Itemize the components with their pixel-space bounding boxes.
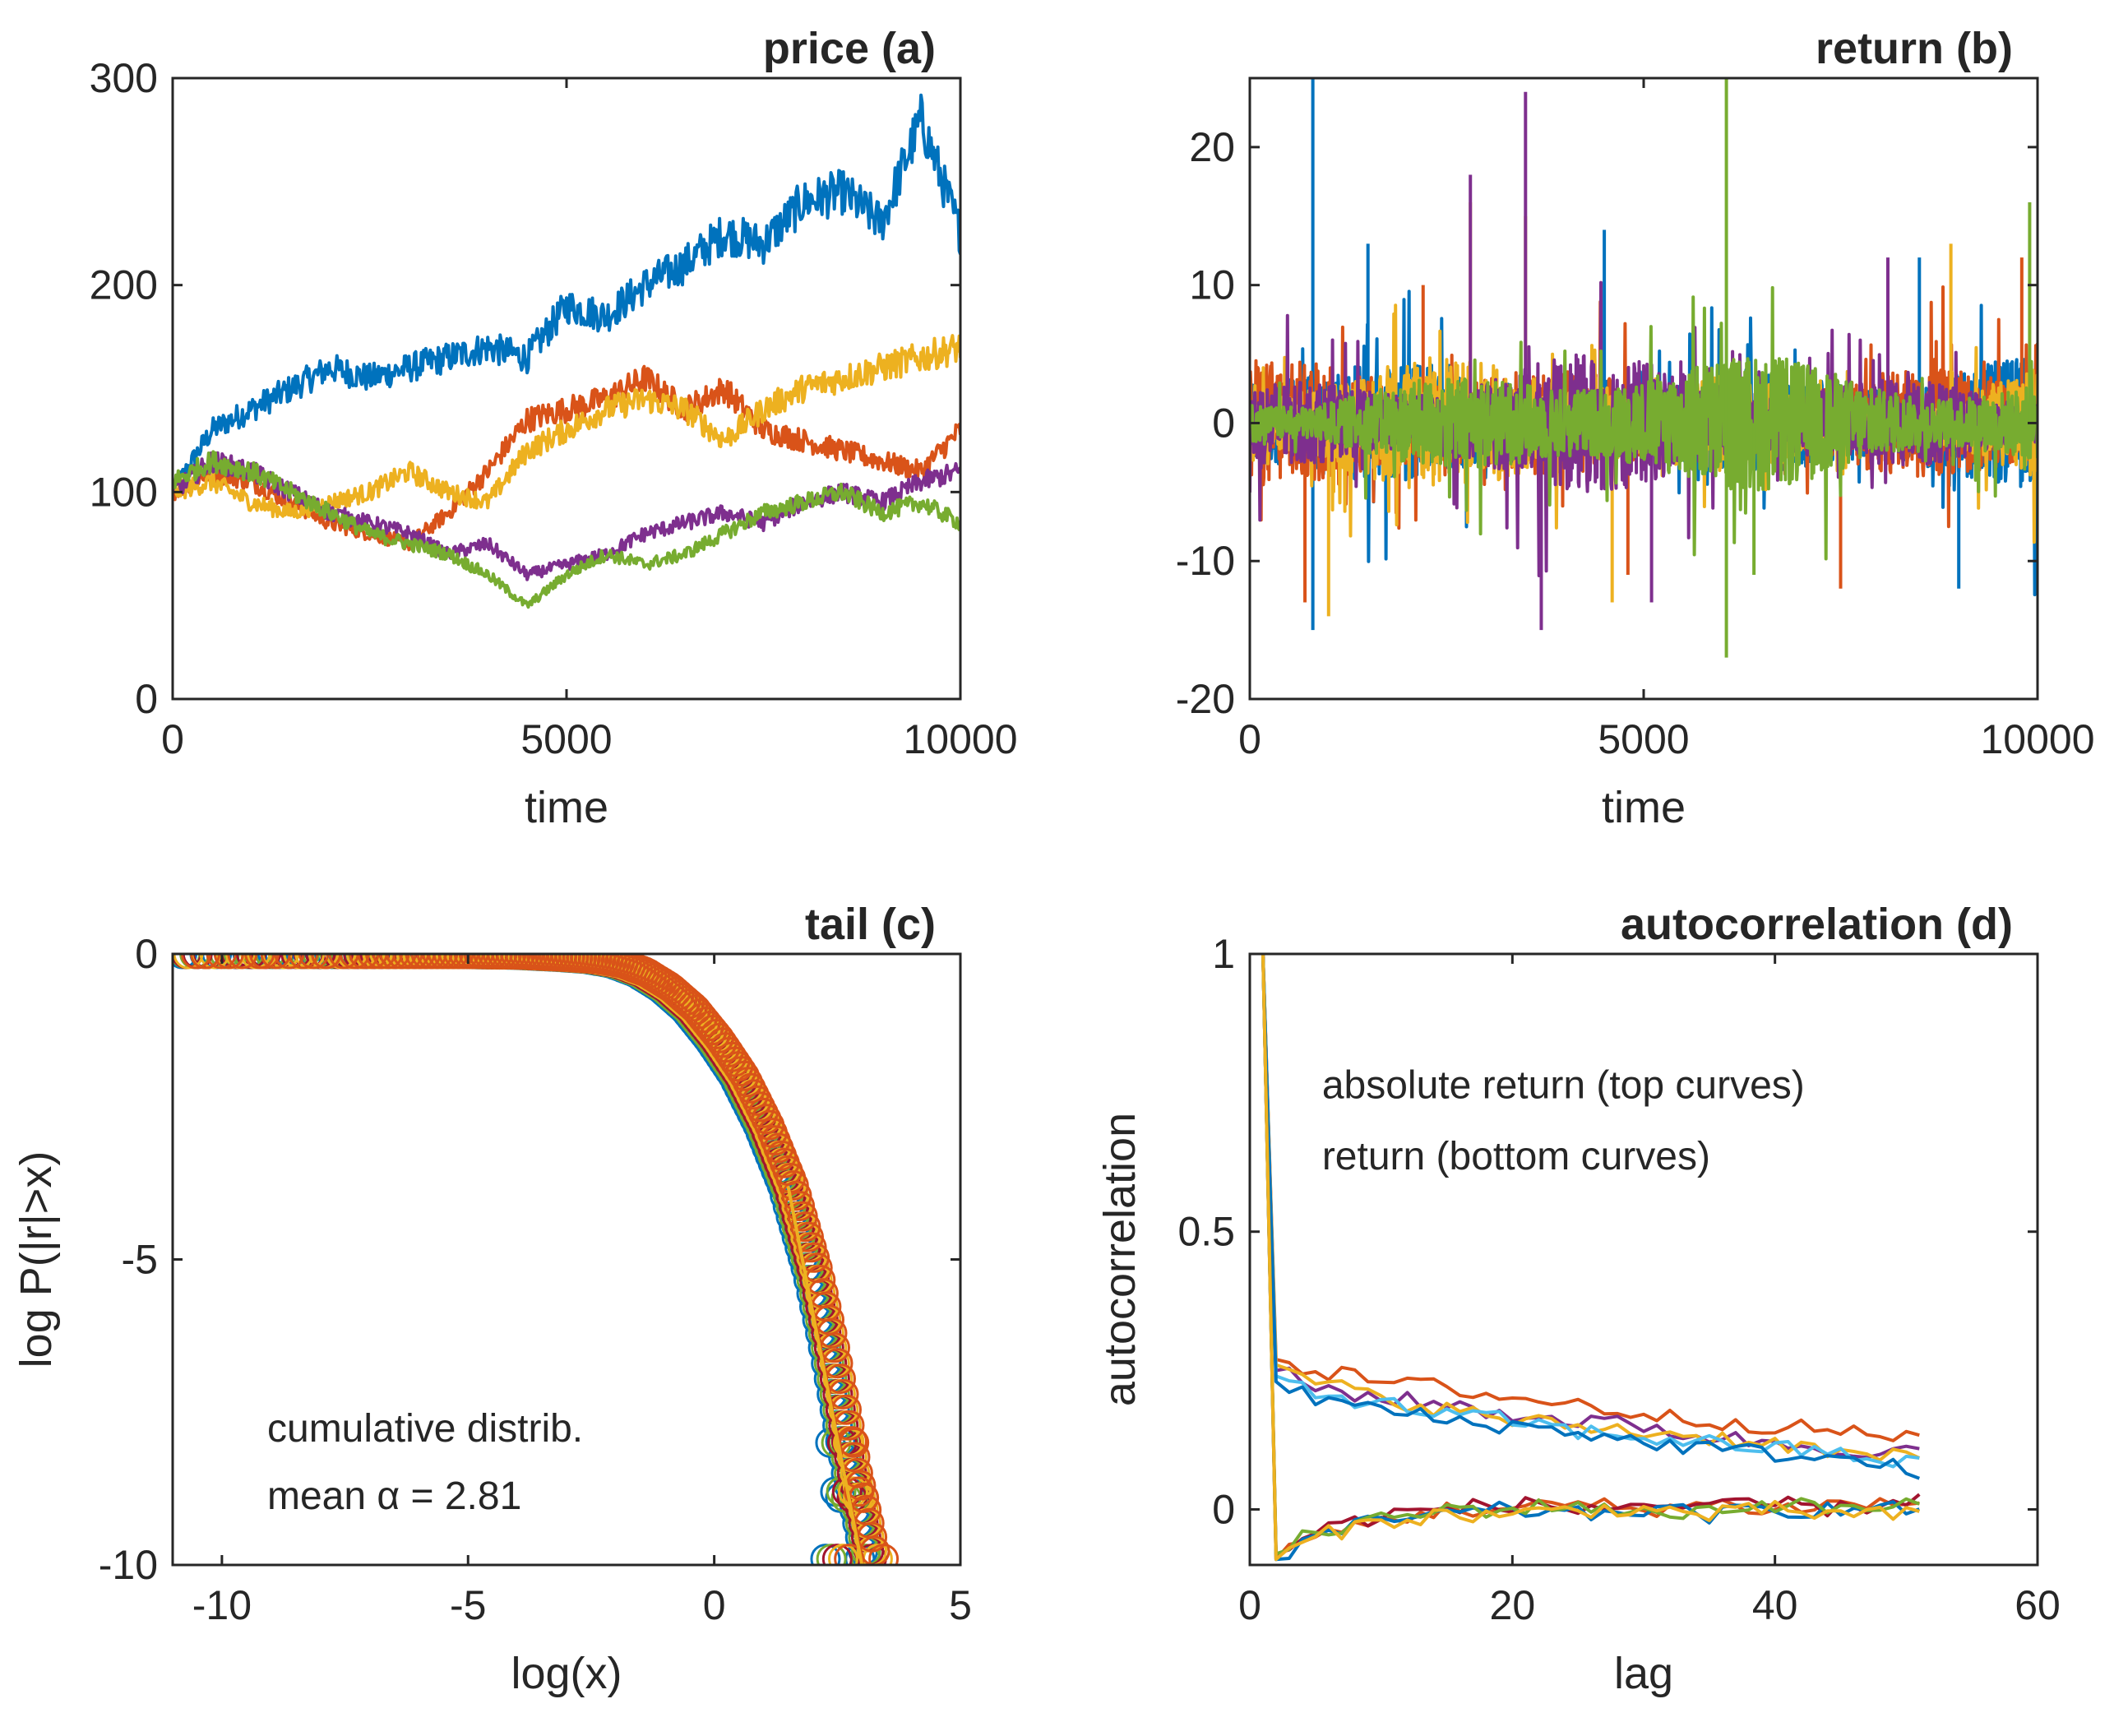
tail-marker (173, 954, 204, 970)
acf-line-9 (1261, 954, 1921, 1556)
x-axis-label-a: time (525, 783, 608, 832)
tail-marker (868, 1544, 900, 1565)
x-tick-label: 0 (161, 716, 184, 762)
panel-title-b: return (b) (1816, 24, 2013, 73)
x-axis-label-d: lag (1614, 1649, 1673, 1698)
x-tick-label: -10 (192, 1582, 252, 1628)
y-axis-label-d: autocorrelation (1095, 1113, 1145, 1406)
axes-box-d (1248, 952, 2039, 1567)
acf-line-1 (1261, 954, 1920, 1442)
x-tick-label: 10000 (903, 716, 1017, 762)
tail-marker (260, 954, 291, 970)
tail-marker (227, 954, 258, 970)
tail-marker (199, 954, 230, 970)
y-tick-label: 0.5 (1177, 1209, 1235, 1255)
x-tick-label: 20 (1490, 1582, 1536, 1628)
tail-annotation: cumulative distrib. mean α = 2.81 (267, 1407, 583, 1518)
y-tick-label: 300 (90, 55, 158, 101)
y-tick-label: 0 (135, 931, 158, 977)
x-axis-label-b: time (1602, 783, 1686, 832)
tail-marker (816, 1544, 847, 1565)
tail-marker (249, 954, 280, 970)
x-tick-label: 0 (703, 1582, 726, 1628)
tail-marker (288, 954, 319, 970)
panel-d: absolute return (top curves) return (bott… (1095, 900, 2061, 1698)
x-tick-label: -5 (450, 1582, 486, 1628)
acf-line-6 (1261, 954, 1920, 1562)
panel-a: 0 5000 10000 0 100 200 300 price (a) time (90, 24, 1018, 832)
y-tick-label: 0 (1212, 400, 1235, 446)
tail-marker (379, 954, 410, 970)
price-line-5 (173, 450, 960, 609)
plot-area-d (1261, 954, 1921, 1562)
tail-marker (190, 954, 221, 970)
y-tick-label: 10 (1189, 262, 1235, 308)
tail-marker (213, 954, 244, 970)
tail-marker (392, 954, 423, 970)
x-tick-label: 5000 (520, 716, 612, 762)
tail-marker (181, 954, 211, 970)
tail-marker (206, 954, 237, 970)
tail-marker (834, 1544, 865, 1565)
panel-title-c: tail (c) (805, 900, 936, 949)
return-line-5 (1250, 285, 2038, 561)
tail-marker (399, 954, 430, 970)
x-axis-label-c: log(x) (511, 1649, 622, 1698)
tail-marker (328, 954, 359, 970)
tail-marker (298, 954, 329, 970)
annotation-line-2: return (bottom curves) (1322, 1135, 1710, 1178)
acf-annotation: absolute return (top curves) return (bott… (1322, 1064, 1805, 1178)
y-tick-label: 100 (90, 469, 158, 515)
price-line-1 (173, 93, 960, 496)
x-tick-label: 0 (1238, 716, 1261, 762)
x-tick-label: 10000 (1980, 716, 2094, 762)
y-axis-label-c: log P(|r|>x) (12, 1151, 61, 1368)
acf-line-7 (1261, 954, 1921, 1556)
tail-marker (844, 1476, 875, 1507)
tail-fit-line (786, 1185, 864, 1565)
y-tick-label: -10 (99, 1542, 158, 1588)
panel-b: 0 5000 10000 -20 -10 0 10 20 return (b) time (1176, 24, 2095, 832)
x-tick-label: 40 (1752, 1582, 1798, 1628)
y-tick-label: -5 (122, 1237, 158, 1283)
x-tick-label: 60 (2015, 1582, 2061, 1628)
annotation-line-1: absolute return (top curves) (1322, 1064, 1805, 1108)
x-tick-label: 5000 (1598, 716, 1689, 762)
tail-marker (274, 954, 305, 970)
tail-marker (339, 954, 370, 970)
y-tick-label: -20 (1176, 676, 1235, 722)
y-tick-label: 0 (1212, 1486, 1235, 1532)
x-tick-label: 5 (949, 1582, 972, 1628)
plot-area-a (173, 93, 960, 609)
tail-marker (751, 1104, 782, 1135)
y-tick-label: 1 (1212, 931, 1235, 977)
acf-line-2 (1261, 954, 1920, 1460)
price-line-3 (173, 334, 960, 520)
tail-marker (365, 954, 396, 970)
acf-line-5 (1261, 954, 1920, 1480)
plot-area-b (1250, 78, 2038, 658)
panel-title-a: price (a) (763, 24, 936, 73)
acf-line-8 (1261, 954, 1920, 1562)
annotation-line-2: mean α = 2.81 (267, 1474, 521, 1518)
panel-c: cumulative distrib. mean α = 2.81 -10 -5 0 5 -… (12, 900, 972, 1698)
plot-area-c (173, 954, 900, 1565)
y-tick-label: 20 (1189, 124, 1235, 170)
tail-marker (386, 954, 417, 970)
y-tick-label: -10 (1176, 538, 1235, 584)
panel-title-d: autocorrelation (d) (1621, 900, 2013, 949)
y-tick-label: 200 (90, 262, 158, 308)
tail-marker (349, 954, 380, 970)
tail-marker (839, 1427, 870, 1458)
x-tick-label: 0 (1238, 1582, 1261, 1628)
acf-line-3 (1261, 954, 1921, 1462)
tail-marker (372, 954, 403, 970)
y-tick-label: 0 (135, 676, 158, 722)
tail-marker (311, 954, 342, 970)
annotation-line-1: cumulative distrib. (267, 1407, 583, 1451)
tail-marker (357, 954, 388, 970)
acf-line-10 (1261, 954, 1920, 1562)
